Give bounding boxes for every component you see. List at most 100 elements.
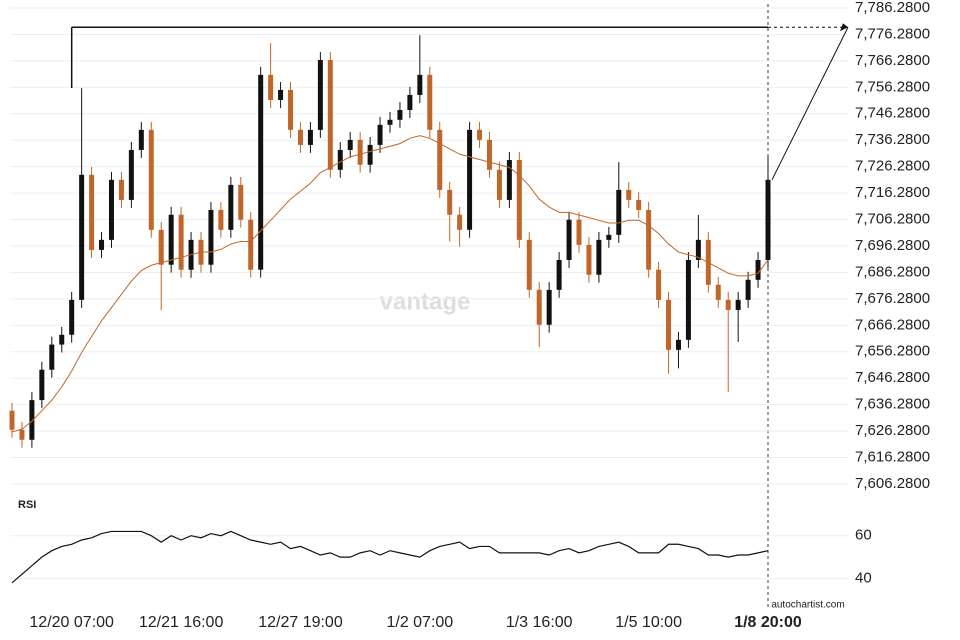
candle-body	[357, 139, 363, 165]
candle-body	[556, 259, 562, 290]
candle-body	[89, 174, 95, 250]
candle-body	[586, 244, 592, 275]
candle-body	[616, 189, 622, 235]
candle-body	[447, 189, 453, 215]
candle-body	[148, 129, 154, 230]
y-tick-label: 7,766.2800	[855, 52, 930, 69]
candle-body	[656, 269, 662, 300]
y-tick-label: 7,726.2800	[855, 158, 930, 175]
y-tick-label: 7,676.2800	[855, 290, 930, 307]
candle-body	[407, 94, 413, 111]
candle-body	[467, 129, 473, 230]
candle-body	[347, 139, 353, 150]
candle-body	[725, 299, 731, 310]
rsi-tick-label: 40	[855, 570, 872, 587]
candle-body	[387, 119, 393, 125]
candle-body	[99, 239, 105, 250]
candle-body	[258, 74, 264, 270]
candle-body	[367, 144, 373, 165]
candle-body	[566, 219, 572, 260]
forecast-arrow	[771, 27, 849, 181]
candle-body	[457, 214, 463, 230]
watermark: vantage	[380, 288, 471, 315]
candle-body	[695, 239, 701, 260]
candle-body	[208, 209, 214, 265]
candle-body	[745, 279, 751, 300]
y-tick-label: 7,626.2800	[855, 422, 930, 439]
y-tick-label: 7,666.2800	[855, 316, 930, 333]
candle-body	[307, 129, 313, 145]
y-tick-label: 7,606.2800	[855, 475, 930, 492]
x-tick-label: 1/5 10:00	[615, 614, 682, 631]
candle-body	[158, 229, 164, 265]
candle-body	[278, 89, 284, 100]
candle-body	[297, 129, 303, 145]
candle-body	[427, 74, 433, 130]
candle-body	[248, 219, 254, 270]
candle-body	[317, 60, 323, 130]
candle-body	[735, 299, 741, 310]
y-tick-label: 7,776.2800	[855, 25, 930, 42]
candle-body	[79, 174, 85, 300]
y-tick-label: 7,756.2800	[855, 78, 930, 95]
candle-body	[626, 189, 632, 200]
candle-body	[685, 259, 691, 340]
candle-body	[506, 160, 512, 200]
candle-body	[715, 284, 721, 300]
candle-body	[238, 184, 244, 220]
y-tick-label: 7,706.2800	[855, 211, 930, 228]
y-tick-label: 7,616.2800	[855, 449, 930, 466]
y-tick-label: 7,656.2800	[855, 343, 930, 360]
candle-body	[516, 160, 522, 240]
candle-body	[536, 289, 542, 325]
candle-body	[526, 239, 532, 290]
rsi-line	[11, 530, 769, 584]
candle-body	[29, 400, 35, 440]
candle-body	[9, 410, 15, 430]
candle-body	[636, 199, 642, 210]
candle-body	[675, 339, 681, 350]
moving-average	[11, 135, 769, 433]
y-tick-label: 7,696.2800	[855, 237, 930, 254]
candle-body	[666, 299, 672, 350]
y-tick-label: 7,786.2800	[855, 0, 930, 16]
candle-body	[168, 214, 174, 265]
y-tick-label: 7,746.2800	[855, 105, 930, 122]
candle-body	[477, 129, 483, 140]
y-tick-label: 7,686.2800	[855, 263, 930, 280]
candle-body	[327, 60, 333, 170]
candle-body	[765, 179, 771, 260]
candle-body	[118, 179, 124, 200]
candle-body	[496, 169, 502, 200]
candle-body	[755, 259, 761, 280]
candle-body	[377, 124, 383, 145]
candle-body	[397, 110, 403, 120]
x-tick-label: 1/3 16:00	[506, 614, 573, 631]
footer: autochartist.com	[771, 600, 844, 611]
x-tick-label: 12/27 19:00	[258, 614, 343, 631]
y-tick-label: 7,646.2800	[855, 369, 930, 386]
candle-body	[596, 239, 602, 275]
candle-body	[228, 184, 234, 230]
candle-body	[606, 234, 612, 240]
x-tick-label: 1/2 07:00	[386, 614, 453, 631]
candle-body	[69, 299, 75, 335]
candle-body	[19, 429, 25, 440]
candle-body	[288, 89, 294, 130]
candle-body	[546, 289, 552, 325]
candle-body	[49, 344, 55, 370]
y-tick-label: 7,636.2800	[855, 396, 930, 413]
candle-body	[108, 179, 114, 240]
candle-body	[218, 209, 224, 230]
candle-body	[437, 129, 443, 190]
candle-body	[417, 74, 423, 95]
candle-body	[138, 129, 144, 150]
candle-body	[268, 74, 274, 100]
candle-body	[178, 214, 184, 270]
x-tick-label: 12/21 16:00	[139, 614, 224, 631]
candle-body	[576, 219, 582, 245]
candle-body	[59, 334, 65, 345]
candle-body	[486, 139, 492, 170]
candle-body	[128, 149, 134, 200]
